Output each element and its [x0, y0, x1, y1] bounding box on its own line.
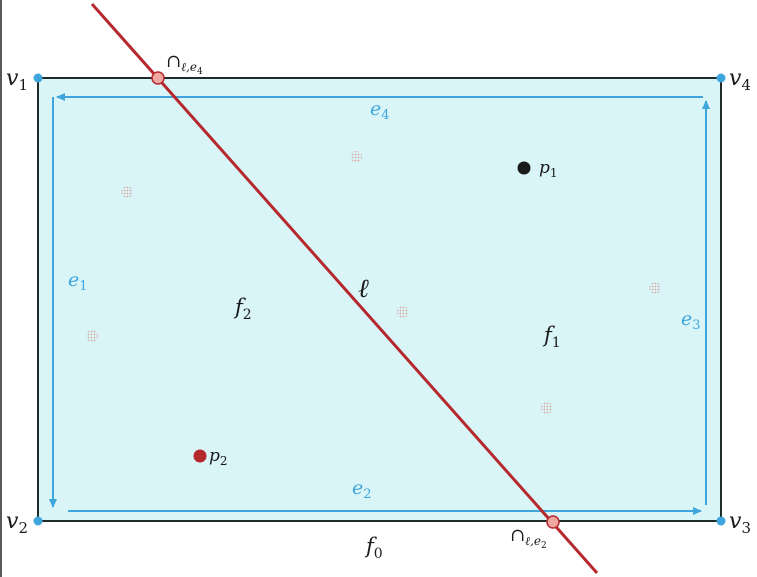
point-p1 [517, 161, 531, 175]
faint-point [86, 330, 98, 342]
line-label-l: ℓ [358, 274, 369, 304]
edge-label-e4: e4 [370, 98, 390, 123]
line-l [90, 3, 599, 574]
vertex-v3 [716, 516, 726, 526]
face-label-f2: f2 [233, 295, 252, 323]
edge-label-e1: e1 [68, 269, 88, 294]
face-label-f1: f1 [542, 323, 561, 351]
faint-point [121, 186, 133, 198]
point-label-p2: p2 [209, 446, 228, 468]
vertex-v1 [33, 73, 43, 83]
edge-label-e3: e3 [681, 308, 701, 333]
vertex-label-v3: v3 [729, 509, 751, 537]
intersection-e2-point [546, 515, 560, 529]
faint-point [541, 402, 553, 414]
intersection-label-e2: ∩ℓ,e2 [510, 525, 547, 551]
vertex-label-v1: v1 [6, 66, 28, 94]
face-label-f0: f0 [364, 534, 383, 562]
point-label-p1: p1 [539, 158, 558, 180]
vertex-v4 [716, 73, 726, 83]
edge-label-e2: e2 [352, 477, 372, 502]
vertex-label-v2: v2 [6, 509, 28, 537]
vertex-label-v4: v4 [729, 66, 751, 94]
point-p2 [193, 449, 207, 463]
faint-point [397, 306, 409, 318]
faint-point [350, 151, 362, 163]
faint-point [649, 282, 661, 294]
vertex-v2 [33, 516, 43, 526]
bounding-box-face [37, 77, 722, 522]
intersection-e4-point [151, 71, 165, 85]
intersection-label-e4: ∩ℓ,e4 [166, 51, 203, 77]
